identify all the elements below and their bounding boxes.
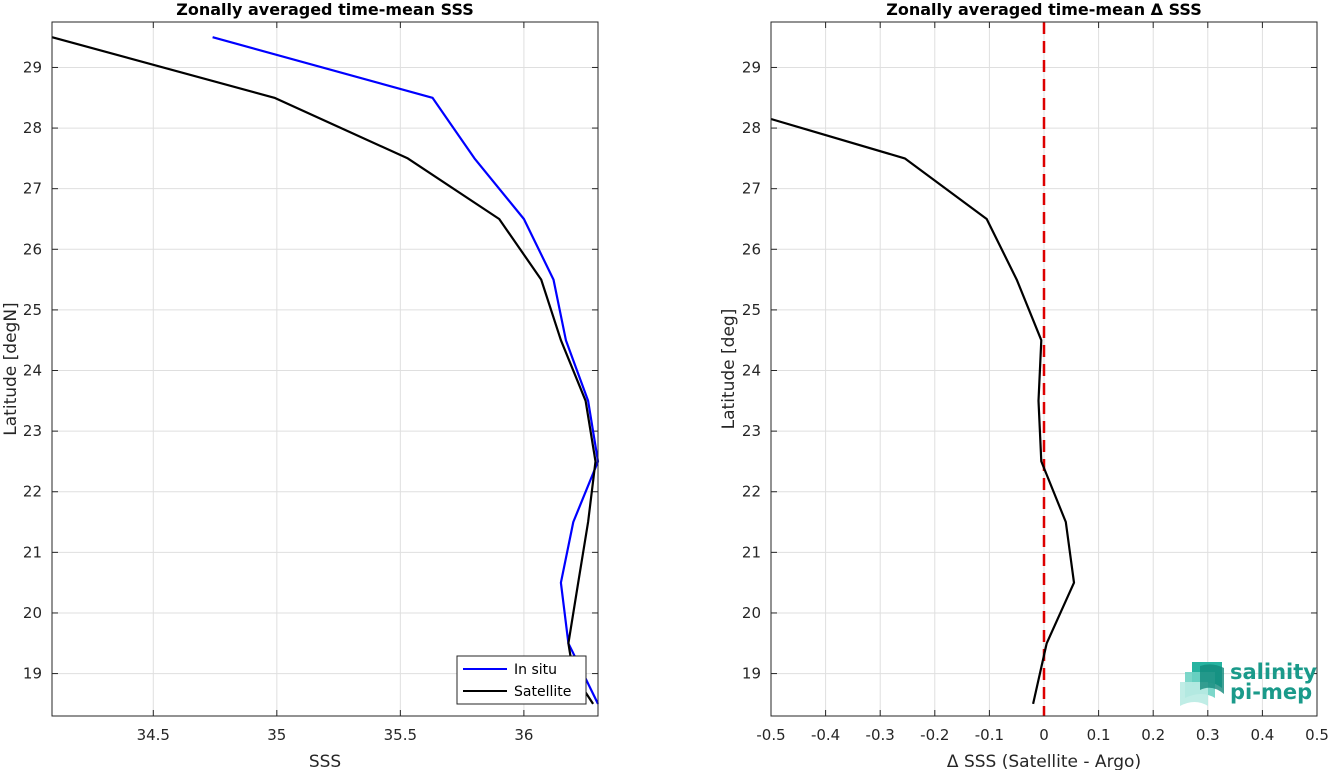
right-y-tick-label: 20	[742, 604, 761, 622]
legend-label-satellite: Satellite	[514, 684, 571, 700]
left-y-tick-label: 25	[23, 301, 42, 319]
left-y-tick-label: 27	[23, 180, 42, 198]
left-plot-area: 34.5 35 35.5 36 19 20 21 22 23 24 25 26 27 28 29	[23, 21, 600, 744]
left-y-tick-label: 23	[23, 422, 42, 440]
right-y-tick-label: 21	[742, 543, 761, 561]
right-y-tick-label: 28	[742, 119, 761, 137]
right-x-tick-label: -0.1	[975, 726, 1004, 744]
right-x-tick-label: -0.3	[866, 726, 895, 744]
left-y-tick-label: 24	[23, 362, 42, 380]
left-y-tick-label: 26	[23, 240, 42, 258]
wave-logo-icon	[1180, 662, 1224, 706]
left-x-tick-label: 35.5	[384, 726, 417, 744]
right-x-tick-label: 0.5	[1305, 726, 1329, 744]
right-axes-box	[770, 21, 1318, 717]
right-y-tick-label: 19	[742, 665, 761, 683]
logo-text-pi-mep: pi-mep	[1230, 680, 1312, 704]
right-y-axis-label: Latitude [deg]	[719, 309, 739, 430]
left-y-tick-label: 22	[23, 483, 42, 501]
right-x-axis-label: Δ SSS (Satellite - Argo)	[947, 752, 1141, 770]
right-y-tick-label: 27	[742, 180, 761, 198]
left-chart-title: Zonally averaged time-mean SSS	[176, 0, 474, 19]
right-y-tick-label: 22	[742, 483, 761, 501]
right-x-tick-label: 0.2	[1141, 726, 1165, 744]
salinity-pi-mep-logo: salinity pi-mep	[1180, 660, 1317, 706]
left-y-tick-label: 29	[23, 58, 42, 76]
left-x-axis-label: SSS	[309, 752, 341, 770]
right-chart-title: Zonally averaged time-mean Δ SSS	[886, 0, 1202, 19]
left-y-tick-label: 19	[23, 665, 42, 683]
right-x-tick-label: 0.1	[1087, 726, 1111, 744]
right-x-tick-label: -0.2	[920, 726, 949, 744]
right-x-tick-label: -0.5	[756, 726, 785, 744]
right-series-line	[770, 117, 1076, 705]
left-x-tick-label: 35	[267, 726, 286, 744]
left-y-axis-label: Latitude [degN]	[1, 302, 21, 435]
right-y-tick-label: 29	[742, 58, 761, 76]
right-x-tick-label: 0	[1039, 726, 1049, 744]
right-y-tick-label: 23	[742, 422, 761, 440]
left-series-in-situ	[212, 36, 600, 705]
right-y-tick-label: 26	[742, 240, 761, 258]
logo-text-salinity: salinity	[1230, 660, 1317, 684]
left-x-tick-label: 36	[514, 726, 533, 744]
right-plot-area: -0.5 -0.4 -0.3 -0.2 -0.1 0 0.1 0.2 0.3 0.4 0.5 19 20…	[742, 21, 1329, 744]
left-y-tick-label: 28	[23, 119, 42, 137]
right-x-tick-label: 0.4	[1250, 726, 1274, 744]
right-y-tick-label: 24	[742, 362, 761, 380]
left-plot-background	[52, 22, 598, 716]
right-x-tick-label: 0.3	[1196, 726, 1220, 744]
left-y-tick-label: 21	[23, 543, 42, 561]
left-x-tick-label: 34.5	[137, 726, 170, 744]
legend-label-in-situ: In situ	[514, 662, 557, 678]
left-axes-box	[51, 21, 599, 717]
legend: In situ Satellite	[456, 655, 587, 705]
legend-box	[456, 655, 587, 705]
left-y-tick-label: 20	[23, 604, 42, 622]
right-y-tick-label: 25	[742, 301, 761, 319]
right-x-tick-label: -0.4	[811, 726, 840, 744]
left-series-satellite	[51, 36, 597, 705]
